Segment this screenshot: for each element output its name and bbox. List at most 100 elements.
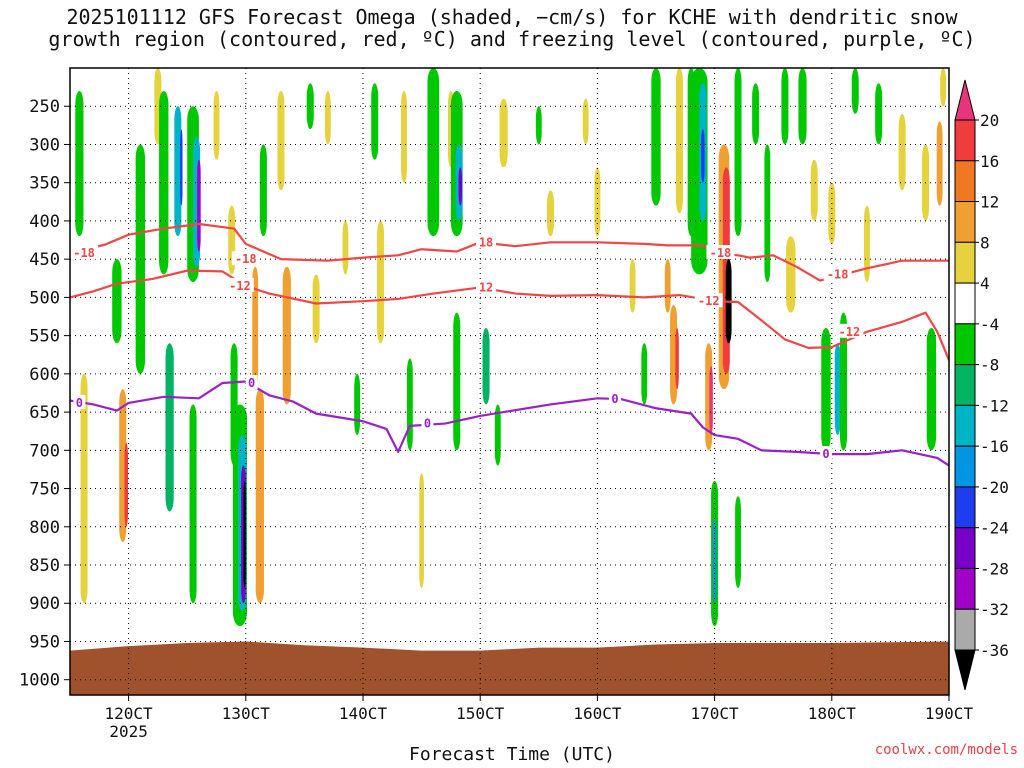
omega-cell [112,259,122,344]
plot-background [70,68,949,695]
colorbar-swatch [954,201,976,243]
omega-cell [174,106,182,237]
colorbar-label: -16 [980,437,1009,456]
y-tick-label: 350 [29,174,60,194]
y-tick-label: 450 [29,250,60,270]
x-year-label: 2025 [109,722,148,740]
omega-cell [165,343,174,512]
omega-cell [342,220,349,275]
contour-label-bg [231,251,260,266]
x-tick-label: 120CT [105,704,154,723]
omega-cell [354,373,361,436]
colorbar-swatch [954,364,976,406]
plot-frame [69,67,950,696]
contour-label-bg [823,266,852,281]
chart-title-line2: growth region (contoured, red, ºC) and f… [48,27,976,51]
colorbar-label: -36 [980,641,1009,660]
x-tick-label: 160CT [573,704,622,723]
omega-cell [712,519,717,604]
contour-labels: -18 -18 18 -18 -18 -12 12 -12 -12 0 0 0 0 0 [70,234,864,461]
x-tick-label: 150CT [456,704,505,723]
colorbar-swatch [954,527,976,569]
colorbar-label: 12 [980,193,999,212]
omega-cell [810,159,818,221]
omega-cell [453,312,461,451]
colorbar-label: -8 [980,356,999,375]
omega-cell [781,68,789,145]
omega-cell [312,274,320,344]
omega-cell [282,266,291,405]
colorbar-swatch [954,119,976,162]
x-tick-label: 140CT [339,704,388,723]
omega-cell [764,144,771,283]
omega-cell [701,129,705,183]
y-tick-label: 800 [29,518,60,538]
contour-label: -18 [827,267,849,281]
omega-cell [259,144,267,237]
omega-cell [936,121,943,206]
omega-cell [255,389,264,604]
omega-cell [864,205,870,283]
y-tick-label: 500 [29,288,60,308]
contour-label-bg [225,277,254,292]
contour-lines [70,222,949,467]
colorbar-label: -32 [980,600,1009,619]
omega-cell [664,259,671,313]
colorbar-swatch [954,241,976,284]
contour-label: -18 [235,252,257,266]
contour-label-bg [245,375,258,390]
chart: -18 -18 18 -18 -18 -12 12 -12 -12 0 0 0 0 0 250 300 350… [19,67,1009,740]
y-tick-label: 250 [29,97,60,117]
omega-cell [709,366,713,436]
y-tick-label: 550 [29,327,60,347]
omega-cell [401,90,407,183]
surface-terrain [70,641,949,695]
contour-label-bg [476,234,497,249]
omega-cell [821,327,831,451]
colorbar-swatch [954,608,976,651]
omega-cell [735,496,741,588]
colorbar-swatch [954,282,976,325]
contour-label: -12 [839,325,861,339]
contour-label-bg [476,279,497,294]
omega-cell [834,343,841,436]
omega-cell [875,83,883,145]
colorbar-label: -24 [980,519,1009,538]
contour-label-bg [706,245,735,260]
y-tick-label: 950 [29,632,60,652]
colorbar-label: -12 [980,396,1009,415]
omega-cell [675,68,683,214]
omega-cell [189,404,197,604]
omega-cell [798,68,807,145]
y-tick-label: 750 [29,480,60,500]
omega-shading [75,68,947,627]
omega-cell [252,266,259,390]
contour-label-bg [819,446,832,461]
omega-cell [213,90,220,160]
omega-cell [371,83,379,160]
omega-cell [482,327,490,405]
omega-cell [75,90,84,237]
contour-label: 0 [611,392,618,406]
colorbar-label: -20 [980,478,1009,497]
colorbar-label: 20 [980,111,999,130]
colorbar-label: -4 [980,315,999,334]
omega-cell [851,68,859,114]
contour-label: 18 [479,235,493,249]
omega-cell [243,480,246,588]
omega-cell [277,90,285,191]
omega-cell [427,68,440,237]
omega-cell [641,343,648,405]
colorbar-bottom-arrow [954,649,976,691]
contour-line [70,222,949,282]
x-tick-label: 170CT [691,704,740,723]
omega-cell [840,312,848,451]
omega-cell [547,190,555,237]
colorbar-swatch [954,404,976,447]
omega-cell [898,113,906,191]
colorbar-top-arrow [954,79,976,121]
y-axis: 250 300 350 400 450 500 550 600 650 700 750 800 850 9… [19,97,70,691]
omega-cell [786,236,796,313]
chart-title-line1: 2025101112 GFS Forecast Omega (shaded, −… [66,5,958,29]
y-tick-label: 900 [29,594,60,614]
